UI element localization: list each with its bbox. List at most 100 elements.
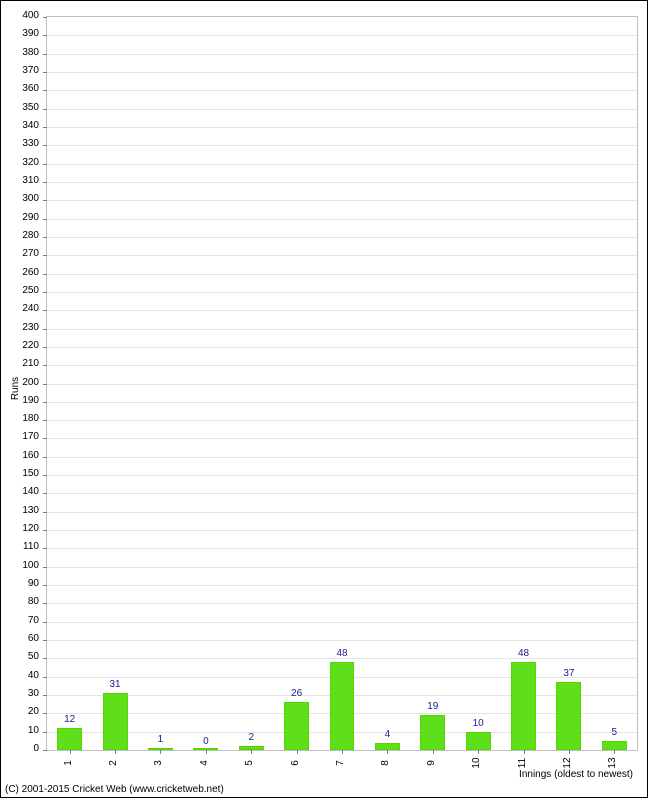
ytick-mark	[43, 35, 47, 36]
gridline	[47, 530, 637, 531]
bar-value-label: 12	[55, 714, 85, 726]
plot-area: 123110226484191048375	[46, 16, 638, 751]
bar	[284, 702, 309, 750]
gridline	[47, 274, 637, 275]
xtick-label: 3	[154, 753, 164, 773]
ytick-mark	[43, 438, 47, 439]
gridline	[47, 109, 637, 110]
xtick-label: 13	[608, 753, 618, 773]
ytick-label: 120	[7, 524, 39, 534]
ytick-label: 330	[7, 139, 39, 149]
ytick-label: 310	[7, 176, 39, 186]
ytick-label: 160	[7, 451, 39, 461]
ytick-mark	[43, 255, 47, 256]
bar-value-label: 48	[327, 648, 357, 660]
ytick-label: 0	[7, 744, 39, 754]
gridline	[47, 164, 637, 165]
ytick-mark	[43, 658, 47, 659]
ytick-label: 60	[7, 634, 39, 644]
ytick-label: 30	[7, 689, 39, 699]
ytick-mark	[43, 365, 47, 366]
gridline	[47, 512, 637, 513]
ytick-label: 100	[7, 561, 39, 571]
gridline	[47, 475, 637, 476]
bar-value-label: 10	[463, 718, 493, 730]
ytick-label: 150	[7, 469, 39, 479]
gridline	[47, 255, 637, 256]
bar	[556, 682, 581, 750]
gridline	[47, 347, 637, 348]
bar	[511, 662, 536, 750]
ytick-label: 110	[7, 542, 39, 552]
bar	[375, 743, 400, 750]
ytick-mark	[43, 548, 47, 549]
gridline	[47, 145, 637, 146]
xtick-label: 11	[518, 753, 528, 773]
chart-frame: 123110226484191048375 Runs Innings (olde…	[0, 0, 648, 798]
gridline	[47, 622, 637, 623]
ytick-mark	[43, 402, 47, 403]
gridline	[47, 292, 637, 293]
gridline	[47, 310, 637, 311]
ytick-label: 270	[7, 249, 39, 259]
ytick-mark	[43, 677, 47, 678]
gridline	[47, 384, 637, 385]
bar-value-label: 5	[599, 727, 629, 739]
ytick-mark	[43, 585, 47, 586]
ytick-mark	[43, 622, 47, 623]
gridline	[47, 438, 637, 439]
bar-value-label: 37	[554, 668, 584, 680]
gridline	[47, 493, 637, 494]
xtick-label: 8	[381, 753, 391, 773]
xtick-label: 5	[245, 753, 255, 773]
gridline	[47, 402, 637, 403]
ytick-mark	[43, 713, 47, 714]
ytick-mark	[43, 219, 47, 220]
ytick-mark	[43, 347, 47, 348]
ytick-mark	[43, 420, 47, 421]
gridline	[47, 640, 637, 641]
ytick-mark	[43, 329, 47, 330]
ytick-label: 380	[7, 48, 39, 58]
ytick-label: 230	[7, 323, 39, 333]
ytick-label: 190	[7, 396, 39, 406]
ytick-mark	[43, 384, 47, 385]
ytick-label: 260	[7, 268, 39, 278]
ytick-mark	[43, 493, 47, 494]
bar-value-label: 2	[236, 732, 266, 744]
ytick-mark	[43, 72, 47, 73]
ytick-mark	[43, 750, 47, 751]
bar	[602, 741, 627, 750]
gridline	[47, 548, 637, 549]
gridline	[47, 457, 637, 458]
xtick-label: 2	[109, 753, 119, 773]
ytick-label: 40	[7, 671, 39, 681]
xtick-label: 10	[472, 753, 482, 773]
bar-value-label: 4	[372, 729, 402, 741]
xtick-label: 12	[563, 753, 573, 773]
bar-value-label: 26	[282, 688, 312, 700]
gridline	[47, 237, 637, 238]
ytick-label: 210	[7, 359, 39, 369]
ytick-label: 130	[7, 506, 39, 516]
gridline	[47, 35, 637, 36]
bar	[330, 662, 355, 750]
ytick-mark	[43, 695, 47, 696]
ytick-mark	[43, 182, 47, 183]
gridline	[47, 219, 637, 220]
ytick-label: 350	[7, 103, 39, 113]
ytick-mark	[43, 512, 47, 513]
ytick-mark	[43, 237, 47, 238]
ytick-label: 220	[7, 341, 39, 351]
xtick-label: 9	[427, 753, 437, 773]
ytick-mark	[43, 54, 47, 55]
bar	[103, 693, 128, 750]
ytick-mark	[43, 310, 47, 311]
gridline	[47, 90, 637, 91]
ytick-mark	[43, 640, 47, 641]
bar-value-label: 19	[418, 701, 448, 713]
ytick-label: 200	[7, 378, 39, 388]
gridline	[47, 567, 637, 568]
footer-copyright: (C) 2001-2015 Cricket Web (www.cricketwe…	[5, 784, 224, 795]
ytick-mark	[43, 603, 47, 604]
